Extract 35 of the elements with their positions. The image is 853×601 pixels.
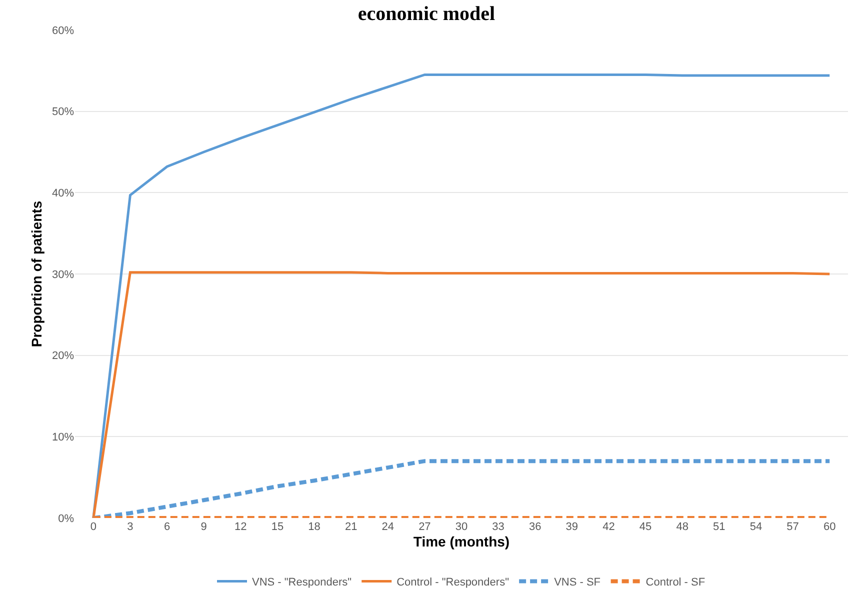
legend-label: VNS - SF [554, 576, 601, 589]
y-tick-label: 40% [52, 188, 74, 200]
y-tick-label: 10% [52, 432, 74, 444]
x-tick-label: 57 [786, 521, 799, 533]
x-tick-label: 45 [639, 521, 652, 533]
legend-label: Control - "Responders" [396, 576, 510, 589]
x-tick-label: 39 [566, 521, 578, 533]
y-axis-title: Proportion of patients [28, 200, 45, 348]
x-tick-label: 36 [528, 521, 542, 533]
y-tick-label: 50% [52, 106, 74, 118]
x-tick-label: 30 [455, 521, 468, 533]
x-tick-label: 54 [750, 521, 762, 533]
x-tick-label: 33 [492, 521, 504, 533]
x-tick-label: 15 [271, 521, 284, 533]
x-axis-title: Time (months) [413, 533, 510, 550]
legend-label: Control - SF [646, 576, 706, 589]
x-tick-label: 0 [90, 521, 96, 533]
x-tick-label: 9 [200, 521, 207, 533]
x-tick-label: 21 [344, 521, 358, 533]
x-tick-label: 12 [234, 521, 247, 533]
x-tick-label: 42 [602, 521, 615, 533]
x-tick-label: 51 [713, 521, 726, 533]
y-tick-label: 20% [52, 350, 74, 362]
y-tick-label: 30% [52, 268, 74, 281]
x-tick-label: 48 [676, 521, 688, 533]
y-tick-label: 0% [58, 512, 74, 525]
x-tick-label: 6 [164, 521, 170, 533]
legend-label: VNS - "Responders" [252, 576, 352, 589]
x-tick-label: 24 [382, 521, 394, 533]
chart-title: economic model [358, 3, 496, 26]
x-tick-label: 18 [308, 521, 320, 533]
x-tick-label: 60 [823, 521, 836, 533]
y-tick-label: 60% [52, 24, 74, 37]
x-tick-label: 3 [127, 521, 134, 533]
x-tick-label: 27 [418, 521, 431, 533]
